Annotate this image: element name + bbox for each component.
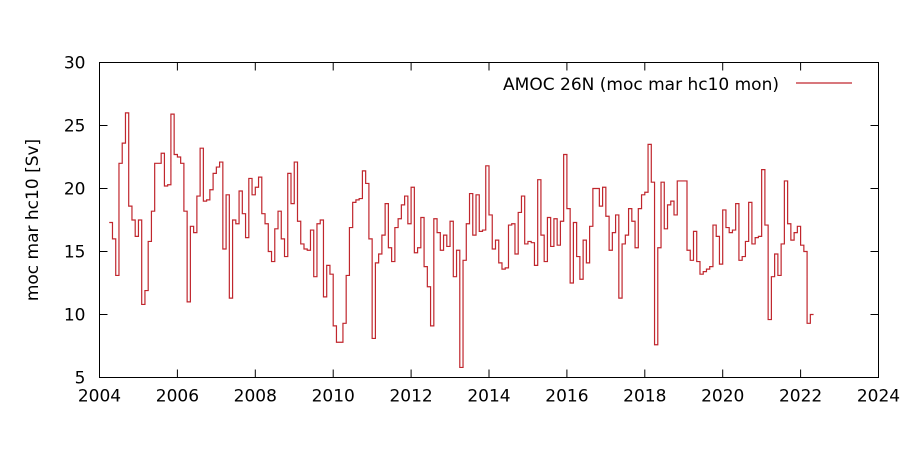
legend-label: AMOC 26N (moc mar hc10 mon) [503, 75, 779, 95]
y-tick-label: 30 [64, 54, 86, 74]
x-tick-label: 2016 [545, 387, 588, 407]
axis-ticks: 2004 2006 2008 2010 2012 2014 2016 2018 2020 2022… [64, 54, 900, 407]
x-tick-label: 2014 [467, 387, 510, 407]
x-tick-label: 2004 [78, 387, 121, 407]
x-tick-label: 2006 [156, 387, 199, 407]
series-layer [109, 112, 814, 369]
x-tick-label: 2012 [389, 387, 432, 407]
y-tick-label: 20 [64, 180, 86, 200]
x-tick-label: 2018 [623, 387, 666, 407]
plot-frame [99, 62, 879, 378]
y-tick-label: 10 [64, 306, 86, 326]
x-tick-label: 2020 [701, 387, 744, 407]
y-tick-label: 15 [64, 243, 86, 263]
x-tick-label: 2022 [779, 387, 822, 407]
x-tick-label: 2010 [312, 387, 355, 407]
legend: AMOC 26N (moc mar hc10 mon) [503, 75, 852, 95]
series-line-amoc-26n [109, 112, 814, 369]
y-tick-label: 25 [64, 117, 86, 137]
x-tick-label: 2024 [857, 387, 900, 407]
y-axis-label: moc mar hc10 [Sv] [23, 139, 43, 301]
x-tick-label: 2008 [234, 387, 277, 407]
y-tick-label: 5 [75, 369, 86, 389]
